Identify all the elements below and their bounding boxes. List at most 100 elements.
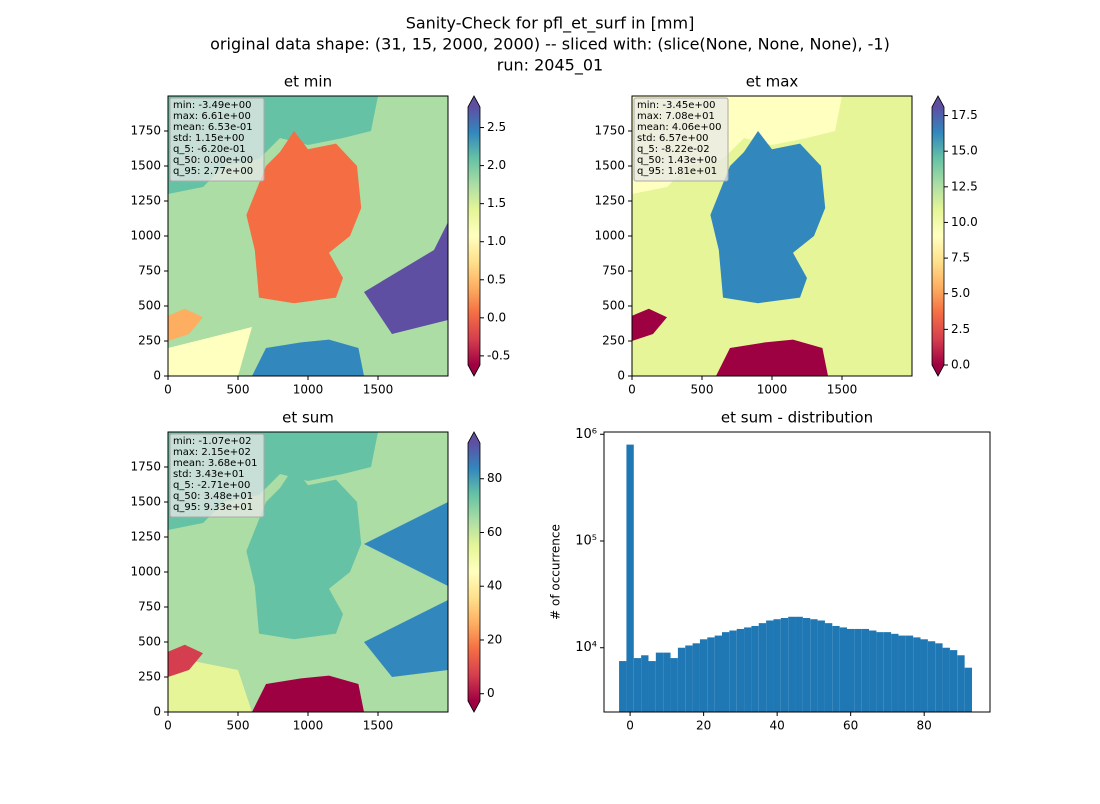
- map-region: [364, 502, 448, 586]
- histogram-bar: [839, 627, 847, 712]
- y-tick-label: 750: [138, 264, 161, 278]
- y-tick-label: 1250: [130, 194, 161, 208]
- histogram-bar: [619, 661, 627, 712]
- colorbar-tick-label: 60: [487, 525, 502, 539]
- histogram-bar: [802, 617, 811, 712]
- map-land: [710, 131, 826, 304]
- stats-line: q_95: 1.81e+01: [637, 166, 717, 177]
- stats-line: q_50: 1.43e+00: [637, 155, 717, 166]
- stats-line: max: 6.61e+00: [173, 111, 251, 122]
- y-tick-label: 1500: [594, 159, 625, 173]
- subplot: et max 0 500 1000 1500 0 250 500 750 1000 1250 1500…: [594, 73, 977, 397]
- histogram-bar: [913, 637, 921, 712]
- histogram-bar: [876, 632, 884, 712]
- x-tick-label: 20: [696, 719, 711, 733]
- colorbar-tick-label: 20: [487, 632, 502, 646]
- histogram-bar: [699, 639, 708, 712]
- x-tick-label: 1000: [293, 383, 324, 397]
- map-west: [168, 308, 203, 341]
- y-tick-label: 0: [153, 369, 161, 383]
- x-tick-label: 0: [628, 383, 636, 397]
- stats-line: std: 3.43e+01: [173, 469, 245, 480]
- colorbar-tick-label: 10.0: [951, 215, 978, 229]
- histogram-bar: [685, 645, 693, 712]
- histogram-bar: [744, 627, 752, 712]
- stats-line: min: -3.45e+00: [637, 100, 716, 111]
- map-south: [716, 339, 828, 376]
- colorbar-tick-label: 2.5: [487, 120, 506, 134]
- y-axis-label: # of occurrence: [549, 524, 563, 620]
- histogram-bar: [942, 647, 950, 712]
- x-tick-label: 0: [626, 719, 634, 733]
- map-west: [632, 308, 667, 341]
- y-tick-label: 1750: [130, 124, 161, 138]
- colorbar: [932, 107, 944, 365]
- y-tick-label: 250: [138, 670, 161, 684]
- stats-box-bg: [633, 97, 729, 182]
- histogram-bar: [729, 630, 737, 712]
- y-tick-label: 0: [617, 369, 625, 383]
- colorbar: [468, 443, 480, 701]
- stats-line: q_50: 0.00e+00: [173, 155, 253, 166]
- histogram-bar: [898, 635, 906, 712]
- colorbar-extend: [468, 365, 480, 376]
- map-region: [364, 600, 448, 677]
- histogram-bar: [707, 637, 715, 712]
- stats-line: q_5: -8.22e-02: [637, 144, 710, 155]
- y-tick-label: 10⁴: [575, 640, 597, 655]
- subplot: et sum 0 500 1000 1500 0 250 500 750 1000 1250 1500…: [130, 409, 502, 733]
- histogram-bar: [861, 628, 870, 712]
- colorbar-tick-label: 15.0: [951, 144, 978, 158]
- colorbar-extend: [468, 96, 480, 107]
- subplot-title: et sum: [282, 409, 334, 427]
- suptitle: run: 2045_01: [497, 56, 603, 76]
- subplot: et sum - distribution 0 20 40 60 80 10⁴ 10⁵ 10⁶ #…: [549, 409, 991, 733]
- histogram-bar: [766, 620, 774, 712]
- histogram-bar: [964, 667, 972, 712]
- subplot-title: et sum - distribution: [721, 409, 873, 427]
- colorbar-tick-label: 7.5: [951, 251, 970, 265]
- subplot: et min 0 500 1000 1500 0 250 500 750 1000 1250 1500…: [130, 73, 510, 397]
- stats-line: max: 7.08e+01: [637, 111, 715, 122]
- colorbar-extend: [468, 701, 480, 712]
- y-tick-label: 250: [138, 334, 161, 348]
- x-tick-label: 1500: [827, 383, 858, 397]
- histogram-bar: [758, 623, 767, 712]
- stats-line: q_95: 9.33e+01: [173, 502, 253, 513]
- stats-line: mean: 3.68e+01: [173, 458, 257, 469]
- histogram-bar: [869, 630, 877, 712]
- histogram-bar: [633, 658, 642, 712]
- x-tick-label: 1500: [363, 719, 394, 733]
- y-tick-label: 250: [602, 334, 625, 348]
- histogram-bar: [920, 639, 928, 712]
- colorbar-frame: [467, 431, 481, 713]
- stats-line: q_50: 3.48e+01: [173, 491, 253, 502]
- histogram-bar: [832, 625, 840, 712]
- map-region: [168, 327, 252, 376]
- histogram-bar: [883, 632, 892, 712]
- histogram-bar: [957, 655, 965, 712]
- histogram-bar: [692, 643, 700, 712]
- y-tick-label: 1500: [130, 495, 161, 509]
- histogram-bar: [854, 628, 862, 712]
- colorbar: [468, 107, 480, 365]
- subplot-title: et max: [746, 73, 799, 91]
- colorbar-tick-label: 5.0: [951, 286, 970, 300]
- x-tick-label: 500: [227, 719, 250, 733]
- histogram-bar: [788, 616, 796, 712]
- colorbar-tick-label: 17.5: [951, 108, 978, 122]
- colorbar-extend: [932, 365, 944, 376]
- stats-box-bg: [169, 433, 265, 518]
- suptitle: original data shape: (31, 15, 2000, 2000…: [210, 35, 890, 54]
- histogram-bar: [655, 652, 664, 712]
- map-region: [364, 222, 448, 334]
- histogram-bar: [927, 641, 936, 712]
- y-tick-label: 750: [138, 600, 161, 614]
- axes-frame: [603, 431, 991, 713]
- histogram-bar: [935, 643, 943, 712]
- histogram-bar: [846, 628, 855, 712]
- colorbar-extend: [932, 96, 944, 107]
- y-tick-label: 750: [602, 264, 625, 278]
- map-land: [246, 467, 362, 640]
